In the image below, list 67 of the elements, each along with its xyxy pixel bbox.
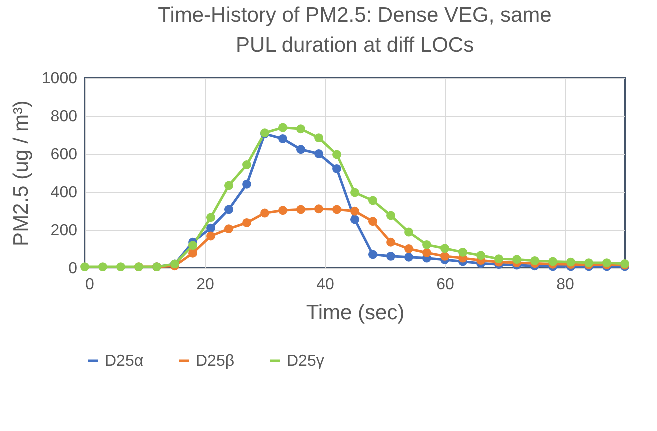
point: [314, 134, 324, 143]
y-tick-label: 0: [68, 260, 78, 278]
point: [476, 251, 486, 260]
point: [260, 208, 270, 218]
point: [350, 206, 360, 216]
point: [332, 205, 342, 214]
point: [548, 257, 558, 266]
legend-label: D25α: [105, 353, 144, 370]
point: [422, 248, 432, 258]
point: [458, 248, 468, 257]
point: [368, 196, 378, 206]
y-tick-label: 600: [50, 146, 78, 164]
point: [206, 232, 216, 241]
point: [116, 262, 126, 272]
point: [242, 180, 252, 189]
point: [350, 215, 360, 224]
point: [368, 217, 378, 226]
point: [386, 211, 396, 220]
point: [314, 204, 324, 214]
x-tick-label: 40: [316, 276, 334, 294]
point: [566, 258, 576, 267]
chart-title: Time-History of PM2.5: Dense VEG, same PUL duration at diff LOCs: [158, 4, 552, 57]
point: [386, 252, 396, 261]
point: [206, 224, 216, 233]
point: [242, 160, 252, 170]
point: [296, 124, 306, 134]
point: [350, 188, 360, 198]
point: [404, 252, 414, 262]
x-tick-label: 0: [86, 276, 94, 294]
point: [530, 256, 540, 266]
point: [224, 224, 234, 234]
point: [188, 241, 198, 250]
point: [332, 164, 342, 174]
x-tick-label: 20: [196, 276, 214, 294]
y-tick-label: 1000: [42, 70, 78, 88]
y-axis-title: PM2.5 (ug / m³): [10, 100, 33, 246]
x-axis-title: Time (sec): [306, 302, 405, 324]
legend-label: D25β: [196, 353, 235, 370]
x-tick-label: 60: [436, 276, 454, 294]
x-tick-label: 80: [556, 276, 574, 294]
point: [404, 244, 414, 254]
point: [98, 262, 108, 272]
point: [278, 206, 288, 216]
point: [440, 244, 450, 254]
point: [296, 205, 306, 214]
point: [80, 262, 90, 272]
point: [278, 134, 288, 144]
point: [368, 250, 378, 260]
point: [494, 254, 504, 264]
point: [440, 252, 450, 261]
y-tick-label: 200: [50, 222, 78, 240]
point: [278, 123, 288, 132]
point: [512, 255, 522, 264]
y-tick-label: 400: [50, 184, 78, 202]
point: [386, 238, 396, 247]
point: [188, 248, 198, 258]
point: [332, 150, 342, 160]
point: [422, 240, 432, 250]
point: [314, 150, 324, 158]
point: [404, 228, 414, 237]
point: [224, 181, 234, 190]
legend-label: D25γ: [287, 353, 324, 370]
point: [206, 213, 216, 222]
point: [242, 218, 252, 228]
y-tick-label: 800: [50, 108, 78, 126]
point: [296, 145, 306, 154]
point: [224, 205, 234, 214]
